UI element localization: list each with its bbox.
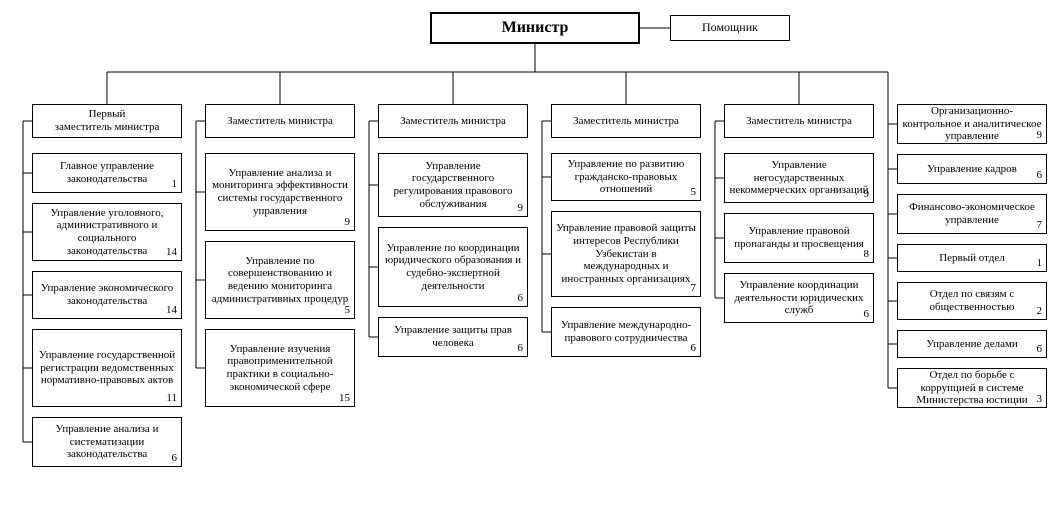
col6-unit-5-label: Управление делами — [926, 338, 1018, 351]
col5-unit-2-label: Управление координации деятельности юрид… — [729, 279, 869, 317]
col3-unit-1-num: 6 — [518, 292, 524, 305]
col5-head-label: Заместитель министра — [746, 115, 852, 128]
col5-unit-0-label: Управление негосударственных некоммерчес… — [729, 159, 869, 197]
minister-node: Министр — [430, 12, 640, 44]
col1-unit-0-num: 1 — [172, 178, 178, 191]
col2-head: Заместитель министра — [205, 104, 355, 138]
col2-unit-2-label: Управление изучения правоприменительной … — [210, 343, 350, 394]
col1-unit-0-label: Главное управление законодательства — [37, 160, 177, 185]
col3-head: Заместитель министра — [378, 104, 528, 138]
col5-head: Заместитель министра — [724, 104, 874, 138]
col3-unit-2-num: 6 — [518, 342, 524, 355]
col6-unit-4-num: 2 — [1037, 305, 1043, 318]
col4-unit-1: Управление правовой защиты интересов Рес… — [551, 211, 701, 297]
col4-unit-2-label: Управление международно-правового сотруд… — [556, 319, 696, 344]
col6-unit-2: Финансово-экономическое управление 7 — [897, 194, 1047, 234]
col6-unit-3: Первый отдел 1 — [897, 244, 1047, 272]
col6-unit-4: Отдел по связям с общественностью 2 — [897, 282, 1047, 320]
col1-unit-3-label: Управление государственной регистрации в… — [37, 349, 177, 387]
col6-unit-5-num: 6 — [1037, 343, 1043, 356]
col2-unit-1-label: Управление по совершенствованию и ведени… — [210, 255, 350, 306]
col3-unit-1: Управление по координации юридического о… — [378, 227, 528, 307]
col1-unit-4-num: 6 — [172, 452, 178, 465]
col4-head-label: Заместитель министра — [573, 115, 679, 128]
col6-unit-2-label: Финансово-экономическое управление — [902, 201, 1042, 226]
col1-unit-1-num: 14 — [166, 246, 177, 259]
col5-unit-1: Управление правовой пропаганды и просвещ… — [724, 213, 874, 263]
col5-unit-2-num: 6 — [864, 308, 870, 321]
col1-unit-4-label: Управление анализа и систематизации зако… — [37, 423, 177, 461]
assistant-node: Помощник — [670, 15, 790, 41]
col2-unit-1: Управление по совершенствованию и ведени… — [205, 241, 355, 319]
col1-unit-1: Управление уголовного, административного… — [32, 203, 182, 261]
col6-unit-3-label: Первый отдел — [939, 252, 1005, 265]
col1-unit-1-label: Управление уголовного, административного… — [37, 207, 177, 258]
assistant-label: Помощник — [702, 21, 758, 35]
col4-unit-1-num: 7 — [691, 282, 697, 295]
col1-unit-2-num: 14 — [166, 304, 177, 317]
col4-unit-0: Управление по развитию гражданско-правов… — [551, 153, 701, 201]
minister-label: Министр — [502, 19, 569, 37]
col3-unit-0-label: Управление государственного регулировани… — [383, 160, 523, 211]
col6-unit-1-num: 6 — [1037, 169, 1043, 182]
col6-unit-0: Организационно-контрольное и аналитическ… — [897, 104, 1047, 144]
col4-unit-0-label: Управление по развитию гражданско-правов… — [556, 158, 696, 196]
col2-unit-1-num: 5 — [345, 304, 351, 317]
col5-unit-0-num: 9 — [864, 188, 870, 201]
col3-unit-0-num: 9 — [518, 202, 524, 215]
col2-unit-0-label: Управление анализа и мониторинга эффекти… — [210, 167, 350, 218]
col5-unit-1-num: 8 — [864, 248, 870, 261]
col6-unit-1: Управление кадров 6 — [897, 154, 1047, 184]
col4-head: Заместитель министра — [551, 104, 701, 138]
col5-unit-1-label: Управление правовой пропаганды и просвещ… — [729, 225, 869, 250]
col6-unit-6-num: 3 — [1037, 393, 1043, 406]
col1-unit-2-label: Управление экономического законодательст… — [37, 282, 177, 307]
col1-unit-3-num: 11 — [166, 392, 177, 405]
col4-unit-2: Управление международно-правового сотруд… — [551, 307, 701, 357]
col6-unit-3-num: 1 — [1037, 257, 1043, 270]
col1-unit-0: Главное управление законодательства 1 — [32, 153, 182, 193]
col6-unit-5: Управление делами 6 — [897, 330, 1047, 358]
col1-unit-4: Управление анализа и систематизации зако… — [32, 417, 182, 467]
col1-head: Первый заместитель министра — [32, 104, 182, 138]
col6-unit-0-label: Организационно-контрольное и аналитическ… — [902, 105, 1042, 143]
col5-unit-0: Управление негосударственных некоммерчес… — [724, 153, 874, 203]
col1-head-label: Первый заместитель министра — [55, 108, 160, 133]
col2-unit-2-num: 15 — [339, 392, 350, 405]
col4-unit-1-label: Управление правовой защиты интересов Рес… — [556, 222, 696, 285]
col6-unit-1-label: Управление кадров — [927, 163, 1017, 176]
col3-unit-0: Управление государственного регулировани… — [378, 153, 528, 217]
col2-unit-0-num: 9 — [345, 216, 351, 229]
col2-head-label: Заместитель министра — [227, 115, 333, 128]
col3-head-label: Заместитель министра — [400, 115, 506, 128]
org-chart: Министр Помощник Первый заместитель мини… — [10, 10, 1049, 519]
col4-unit-2-num: 6 — [691, 342, 697, 355]
col5-unit-2: Управление координации деятельности юрид… — [724, 273, 874, 323]
col3-unit-2-label: Управление защиты прав человека — [383, 324, 523, 349]
col1-unit-2: Управление экономического законодательст… — [32, 271, 182, 319]
col3-unit-2: Управление защиты прав человека 6 — [378, 317, 528, 357]
col4-unit-0-num: 5 — [691, 186, 697, 199]
col3-unit-1-label: Управление по координации юридического о… — [383, 242, 523, 293]
col1-unit-3: Управление государственной регистрации в… — [32, 329, 182, 407]
col6-unit-6: Отдел по борьбе с коррупцией в системе М… — [897, 368, 1047, 408]
col2-unit-0: Управление анализа и мониторинга эффекти… — [205, 153, 355, 231]
col2-unit-2: Управление изучения правоприменительной … — [205, 329, 355, 407]
col6-unit-6-label: Отдел по борьбе с коррупцией в системе М… — [902, 369, 1042, 407]
col6-unit-4-label: Отдел по связям с общественностью — [902, 288, 1042, 313]
col6-unit-2-num: 7 — [1037, 219, 1043, 232]
col6-unit-0-num: 9 — [1037, 129, 1043, 142]
